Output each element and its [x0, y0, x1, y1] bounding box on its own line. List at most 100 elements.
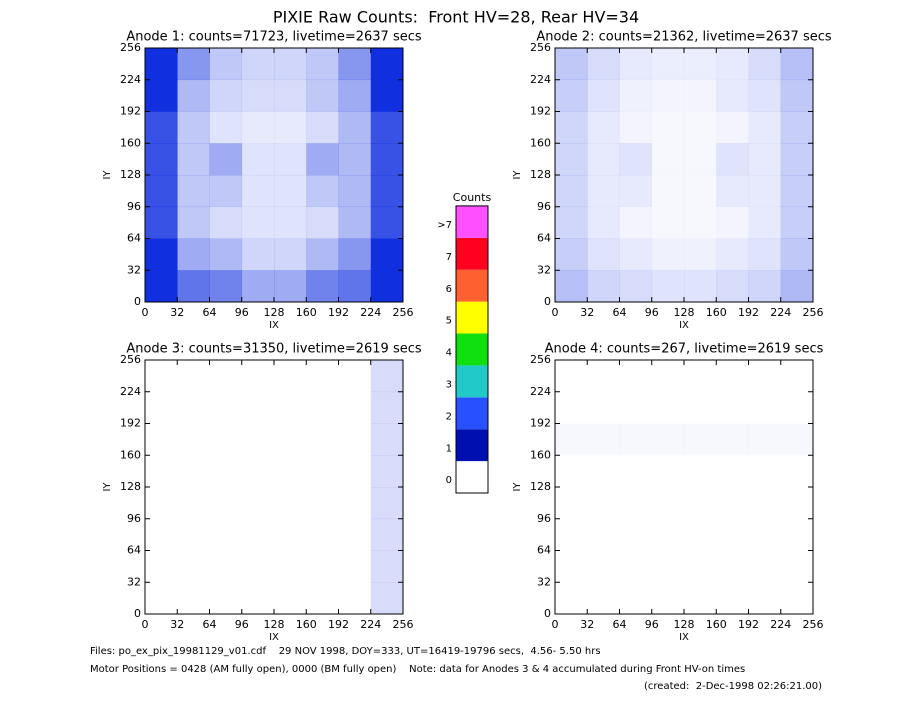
heatmap-cell [370, 487, 404, 520]
x-tick-label: 64 [613, 618, 627, 631]
x-tick-label: 0 [552, 306, 559, 319]
heatmap-cell [619, 206, 653, 239]
heatmap-cell [370, 582, 404, 615]
heatmap-cell [177, 79, 210, 112]
heatmap-cell [177, 360, 210, 392]
heatmap-cell [587, 487, 620, 519]
y-tick-label: 160 [530, 448, 551, 461]
heatmap-cell [780, 175, 814, 208]
heatmap-cell [177, 424, 210, 456]
panel-title: Anode 2: counts=21362, livetime=2637 sec… [536, 30, 832, 45]
heatmap-cell [306, 455, 339, 487]
heatmap-cell [241, 270, 275, 303]
heatmap-cell [587, 175, 620, 208]
heatmap-cell [684, 143, 717, 175]
heatmap-cell [274, 582, 307, 614]
heatmap-cell [370, 391, 404, 424]
y-tick-label: 64 [127, 232, 141, 245]
heatmap-cell [242, 360, 275, 392]
heatmap-cell [684, 270, 717, 303]
y-tick-label: 64 [127, 544, 141, 557]
heatmap-cell [780, 143, 814, 176]
heatmap-cell [620, 392, 653, 424]
heatmap-cell [339, 519, 372, 551]
heatmap-cell [177, 238, 210, 271]
heatmap-cell [306, 48, 339, 81]
heatmap-cell [274, 175, 307, 208]
heatmap-cell [587, 551, 620, 583]
heatmap-cell [274, 270, 307, 303]
heatmap-cell [370, 206, 404, 239]
y-tick-label: 160 [530, 136, 551, 149]
x-tick-label: 128 [674, 306, 695, 319]
heatmap-cell [145, 48, 178, 81]
heatmap-cell [177, 111, 210, 144]
heatmap-cell [652, 487, 685, 519]
x-tick-label: 32 [580, 306, 594, 319]
heatmap-cell [749, 360, 782, 392]
heatmap-cell [587, 238, 620, 271]
x-tick-label: 192 [328, 618, 349, 631]
heatmap-cell [749, 487, 782, 519]
heatmap-cell [652, 175, 685, 207]
heatmap-cell [716, 360, 749, 392]
colorbar-label: 7 [446, 252, 452, 263]
heatmap-cell [306, 206, 339, 239]
y-tick-label: 256 [530, 353, 551, 366]
heatmap-cell [339, 551, 372, 583]
heatmap-cell [652, 392, 685, 424]
heatmap-cell [241, 48, 275, 81]
heatmap-cell [749, 392, 782, 424]
heatmap-cell [306, 143, 339, 176]
x-tick-label: 160 [706, 306, 727, 319]
heatmap-cell [274, 360, 307, 392]
heatmap-cell [177, 487, 210, 519]
heatmap-cell [145, 360, 178, 392]
x-tick-label: 224 [770, 618, 791, 631]
heatmap-cell [145, 206, 178, 239]
heatmap-cell [370, 550, 404, 583]
heatmap-cell [619, 238, 653, 271]
y-tick-label: 128 [530, 480, 551, 493]
heatmap-cell [274, 519, 307, 551]
y-tick-label: 192 [530, 417, 551, 430]
x-tick-label: 160 [706, 618, 727, 631]
heatmap-cell [145, 175, 178, 208]
heatmap-cell [370, 111, 404, 144]
heatmap-cell [177, 270, 210, 303]
heatmap-cell [555, 143, 588, 176]
heatmap-cell [781, 551, 814, 583]
panel-title: Anode 1: counts=71723, livetime=2637 sec… [126, 30, 422, 45]
heatmap-cell [652, 551, 685, 583]
heatmap-cell [716, 519, 749, 551]
heatmap-cell [652, 207, 685, 239]
heatmap-cell [716, 143, 749, 176]
heatmap-cell [274, 392, 307, 424]
heatmap-cell [716, 79, 749, 112]
heatmap-cell [177, 582, 210, 614]
y-tick-label: 224 [120, 73, 141, 86]
colorbar-segment [456, 237, 488, 270]
x-tick-label: 64 [203, 306, 217, 319]
heatmap-cell [306, 551, 339, 583]
heatmap-cell [210, 582, 243, 614]
heatmap-cell [306, 175, 339, 208]
heatmap-cell [338, 143, 372, 176]
y-tick-label: 224 [530, 73, 551, 86]
x-axis-label: IX [679, 632, 689, 643]
colorbar-label: 3 [446, 380, 452, 391]
heatmap-cell [781, 424, 814, 456]
heatmap-cell [555, 487, 588, 519]
y-tick-label: 0 [134, 295, 141, 308]
heatmap-cell [587, 48, 620, 81]
colorbar-label: 0 [446, 475, 452, 486]
x-tick-label: 192 [738, 306, 759, 319]
heatmap-cell [145, 582, 178, 614]
heatmap-cell [780, 111, 814, 144]
heatmap-cell [716, 111, 749, 144]
colorbar-label: 6 [446, 284, 452, 295]
heatmap-cell [587, 455, 620, 487]
heatmap-cell [370, 175, 404, 208]
y-tick-label: 32 [127, 263, 141, 276]
